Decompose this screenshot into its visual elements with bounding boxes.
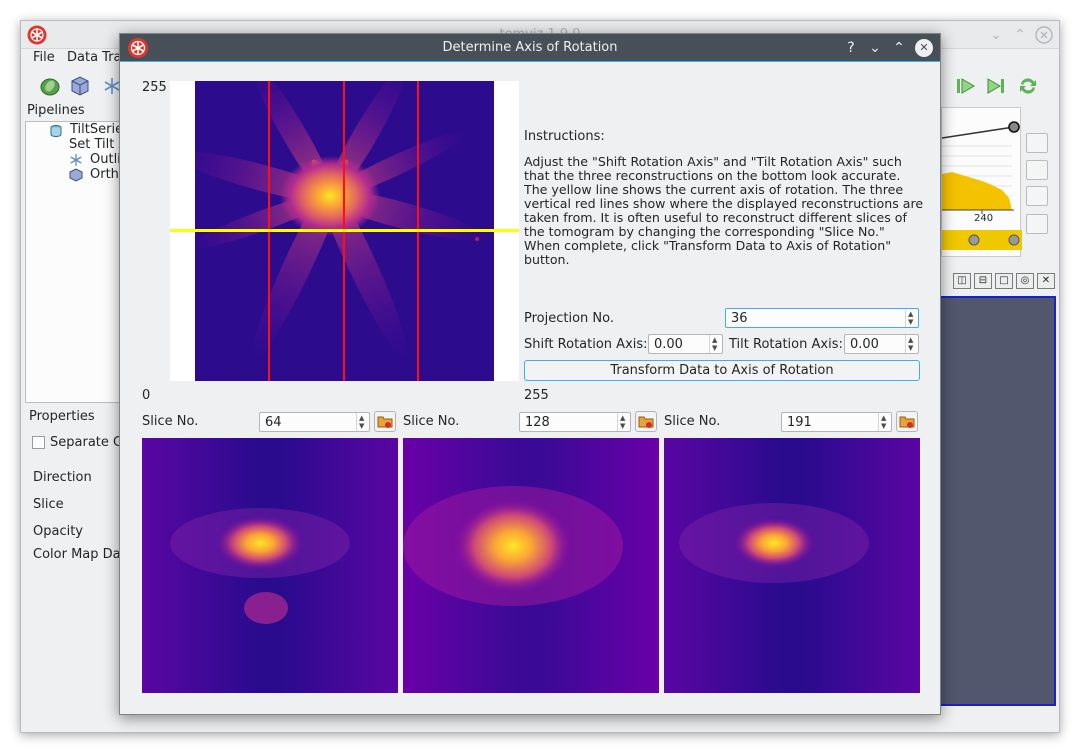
- reconstruction-view-2[interactable]: [403, 438, 659, 693]
- property-opacity: Opacity: [33, 524, 84, 539]
- help-icon[interactable]: ?: [847, 40, 855, 56]
- slice-spinbox-3[interactable]: 191 ▲ ▼: [781, 412, 892, 432]
- capture-view-icon[interactable]: ◎: [1016, 273, 1034, 289]
- shift-label: Shift Rotation Axis:: [524, 337, 648, 352]
- spin-arrows-icon[interactable]: ▲ ▼: [905, 309, 918, 327]
- axis-end-label: 255: [524, 388, 549, 403]
- axis-rotation-dialog: Determine Axis of Rotation ? ⌄ ⌃ ✕ 255: [119, 33, 941, 715]
- tilt-value: 0.00: [850, 337, 879, 352]
- title-accent: [120, 61, 940, 62]
- slice-value-1: 64: [265, 415, 282, 430]
- save-preset-icon[interactable]: [1026, 214, 1048, 234]
- split-horizontal-icon[interactable]: ◫: [953, 273, 971, 289]
- play-icon[interactable]: [953, 73, 979, 99]
- spin-arrows-icon[interactable]: ▲ ▼: [878, 413, 891, 431]
- tree-item-set-tilt-angles[interactable]: Set Tilt A: [69, 137, 128, 152]
- projection-value: 36: [731, 311, 748, 326]
- reconstruction-view-3[interactable]: [664, 438, 920, 693]
- spin-arrows-icon[interactable]: ▲ ▼: [709, 335, 722, 353]
- pipelines-label: Pipelines: [27, 103, 85, 118]
- slice-label-1: Slice No.: [142, 414, 199, 429]
- slice-spinbox-1[interactable]: 64 ▲ ▼: [259, 412, 370, 432]
- split-vertical-icon[interactable]: ⊟: [974, 273, 992, 289]
- dialog-title: Determine Axis of Rotation: [442, 40, 618, 55]
- histogram-tick-label: 240: [974, 213, 994, 224]
- slice-value-3: 191: [787, 415, 812, 430]
- separate-label: Separate Co: [50, 435, 131, 450]
- tree-item-tiltseries[interactable]: TiltSerie: [70, 122, 124, 137]
- render-view[interactable]: [939, 296, 1056, 706]
- menubar: File Data Tra: [21, 49, 1059, 69]
- axis-min-label: 0: [142, 388, 151, 403]
- main-toolbar: [21, 71, 1059, 101]
- projection-spinbox[interactable]: 36 ▲ ▼: [725, 308, 919, 328]
- loop-icon[interactable]: [1015, 73, 1041, 99]
- pipeline-tree: TiltSerie Set Tilt A Outlin Ortho: [25, 121, 129, 403]
- menu-data-transforms[interactable]: Data Tra: [67, 50, 122, 65]
- tomviz-logo-icon: [127, 37, 149, 63]
- dialog-titlebar: Determine Axis of Rotation ? ⌄ ⌃ ✕: [120, 34, 940, 62]
- tree-item-orthoslice[interactable]: Ortho: [90, 167, 127, 182]
- dialog-maximize-icon[interactable]: ⌃: [893, 40, 905, 56]
- snowflake-icon[interactable]: [99, 73, 125, 99]
- spin-arrows-icon[interactable]: ▲ ▼: [617, 413, 630, 431]
- close-icon[interactable]: [1035, 26, 1053, 44]
- tilt-label: Tilt Rotation Axis:: [729, 337, 843, 352]
- open-data-icon[interactable]: [37, 73, 63, 99]
- transform-button[interactable]: Transform Data to Axis of Rotation: [524, 360, 920, 381]
- menu-file[interactable]: File: [33, 50, 55, 65]
- save-slice-3-icon[interactable]: [896, 411, 918, 432]
- orthoslice-icon: [69, 168, 83, 186]
- save-slice-2-icon[interactable]: [635, 411, 657, 432]
- histogram-panel[interactable]: 240: [941, 107, 1022, 257]
- dialog-close-icon[interactable]: ✕: [915, 39, 933, 57]
- maximize-view-icon[interactable]: □: [995, 273, 1013, 289]
- separate-checkbox[interactable]: [32, 436, 45, 449]
- slice-spinbox-2[interactable]: 128 ▲ ▼: [519, 412, 631, 432]
- spin-arrows-icon[interactable]: ▲ ▼: [905, 335, 918, 353]
- property-colormap: Color Map Data: [33, 547, 134, 562]
- last-frame-icon[interactable]: [983, 73, 1009, 99]
- shift-value: 0.00: [654, 337, 683, 352]
- maximize-icon[interactable]: ⌃: [1014, 27, 1026, 43]
- property-direction: Direction: [33, 470, 92, 485]
- reset-range-icon[interactable]: [1026, 133, 1048, 153]
- minimize-icon[interactable]: ⌄: [990, 27, 1002, 43]
- spin-arrows-icon[interactable]: ▲ ▼: [356, 413, 369, 431]
- volume-cube-icon[interactable]: [67, 73, 93, 99]
- reconstruction-view-1[interactable]: [142, 438, 398, 693]
- custom-range-icon[interactable]: [1026, 160, 1048, 180]
- projection-label: Projection No.: [524, 311, 614, 326]
- tilt-spinbox[interactable]: 0.00 ▲ ▼: [844, 334, 919, 354]
- projection-view[interactable]: [170, 81, 519, 381]
- properties-label: Properties: [29, 409, 95, 424]
- tomviz-logo-icon: [27, 25, 47, 49]
- close-view-icon[interactable]: ✕: [1037, 273, 1055, 289]
- save-slice-1-icon[interactable]: [374, 411, 396, 432]
- outline-icon: [69, 153, 83, 171]
- axis-max-label: 255: [142, 80, 167, 95]
- dataset-icon: [49, 124, 63, 142]
- instructions-title: Instructions:: [524, 129, 605, 144]
- view-controls: ◫ ⊟ □ ◎ ✕: [937, 271, 1057, 293]
- slice-label-3: Slice No.: [664, 414, 721, 429]
- property-slice: Slice: [33, 497, 64, 512]
- dialog-minimize-icon[interactable]: ⌄: [869, 40, 881, 56]
- rotation-axis-line: [170, 229, 519, 232]
- slice-value-2: 128: [525, 415, 550, 430]
- instructions-text: Adjust the "Shift Rotation Axis" and "Ti…: [524, 154, 924, 267]
- slice-label-2: Slice No.: [403, 414, 460, 429]
- colormap-circle-icon[interactable]: [1026, 186, 1048, 206]
- shift-spinbox[interactable]: 0.00 ▲ ▼: [648, 334, 723, 354]
